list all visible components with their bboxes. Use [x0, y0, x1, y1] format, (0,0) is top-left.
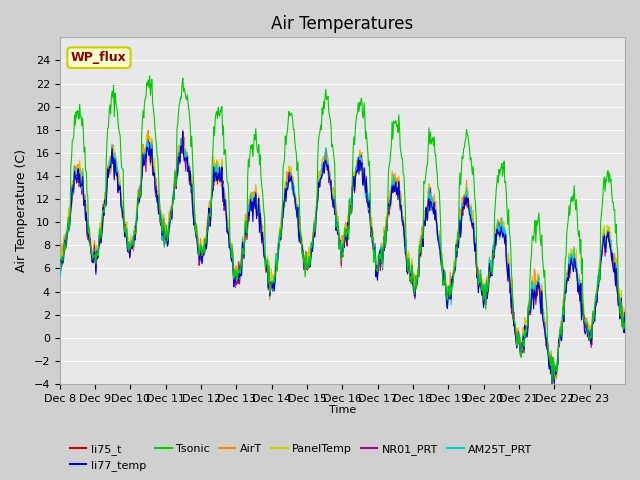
X-axis label: Time: Time — [329, 405, 356, 415]
Text: WP_flux: WP_flux — [71, 51, 127, 64]
Y-axis label: Air Temperature (C): Air Temperature (C) — [15, 149, 28, 272]
Title: Air Temperatures: Air Temperatures — [271, 15, 413, 33]
Legend: li75_t, li77_temp, Tsonic, AirT, PanelTemp, NR01_PRT, AM25T_PRT: li75_t, li77_temp, Tsonic, AirT, PanelTe… — [65, 439, 537, 476]
